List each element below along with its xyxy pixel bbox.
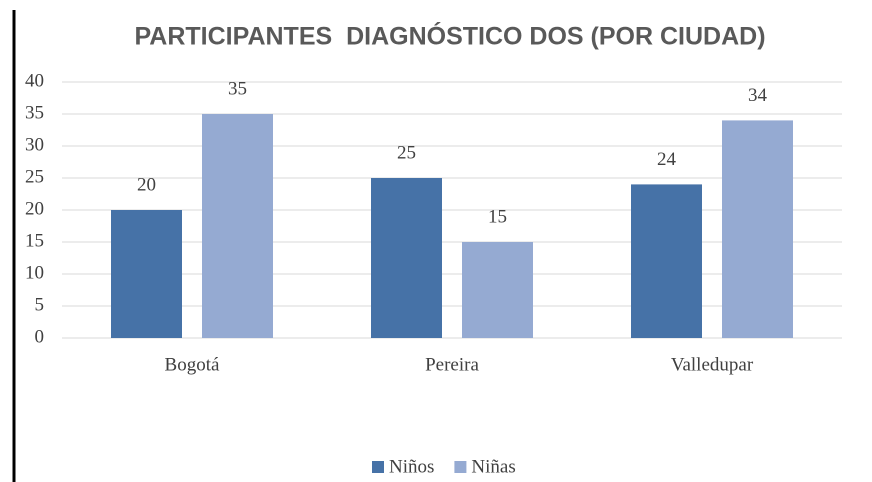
y-tick-label: 0 xyxy=(35,326,45,347)
legend-label: Niñas xyxy=(471,456,515,477)
x-tick-label: Pereira xyxy=(425,354,479,375)
data-label: 34 xyxy=(748,85,768,106)
y-tick-label: 5 xyxy=(35,294,45,315)
data-label: 24 xyxy=(657,149,677,170)
data-label: 25 xyxy=(397,142,416,163)
y-tick-label: 35 xyxy=(25,102,44,123)
y-tick-label: 10 xyxy=(25,262,44,283)
y-tick-label: 30 xyxy=(25,134,44,155)
x-tick-label: Valledupar xyxy=(671,354,754,375)
x-tick-label: Bogotá xyxy=(165,354,220,375)
bar xyxy=(111,210,182,338)
data-label: 20 xyxy=(137,174,156,195)
bar xyxy=(631,184,702,338)
bar xyxy=(202,114,273,338)
legend-swatch xyxy=(454,461,467,473)
chart-title: PARTICIPANTES DIAGNÓSTICO DOS (POR CIUDA… xyxy=(134,21,765,51)
legend-label: Niños xyxy=(389,456,434,477)
y-tick-label: 20 xyxy=(25,198,44,219)
data-label: 35 xyxy=(228,78,247,99)
legend-swatch xyxy=(372,461,384,473)
y-tick-label: 15 xyxy=(25,230,44,251)
bar xyxy=(722,120,793,339)
y-tick-label: 40 xyxy=(25,70,44,91)
bar xyxy=(462,242,533,338)
bar xyxy=(371,178,442,338)
data-label: 15 xyxy=(488,206,507,227)
y-tick-label: 25 xyxy=(25,166,44,187)
